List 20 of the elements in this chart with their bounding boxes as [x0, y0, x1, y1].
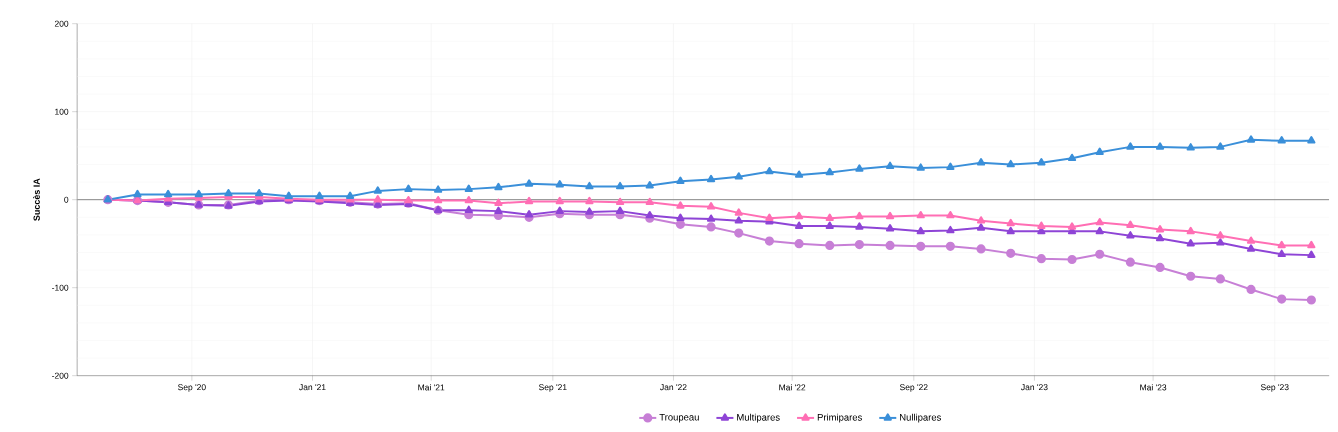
y-tick-label: 200 [54, 20, 69, 27]
y-tick-label: 0 [64, 196, 69, 203]
x-tick-label: Jan '21 [299, 384, 326, 391]
x-tick-label: Mai '22 [779, 384, 806, 391]
legend-label: Primipares [817, 413, 862, 423]
y-tick-label: -200 [52, 372, 69, 379]
x-tick-label: Sep '21 [538, 384, 567, 392]
x-tick-label: Sep '22 [899, 384, 928, 392]
y-tick-label: -100 [52, 284, 69, 291]
x-tick-label: Jan '22 [660, 384, 687, 391]
y-tick-label: 100 [55, 108, 69, 115]
x-tick-label: Jan '23 [1021, 384, 1048, 391]
legend-label: Multipares [737, 413, 780, 423]
x-tick-label: Sep '20 [178, 384, 206, 392]
y-axis-title: Succès IA [33, 178, 40, 221]
x-tick-label: Mai '21 [418, 384, 445, 391]
legend-label: Troupeau [659, 413, 699, 423]
x-tick-label: Sep '23 [1260, 384, 1289, 392]
legend-label: Nullipares [900, 413, 941, 423]
x-tick-label: Mai '23 [1140, 384, 1167, 391]
